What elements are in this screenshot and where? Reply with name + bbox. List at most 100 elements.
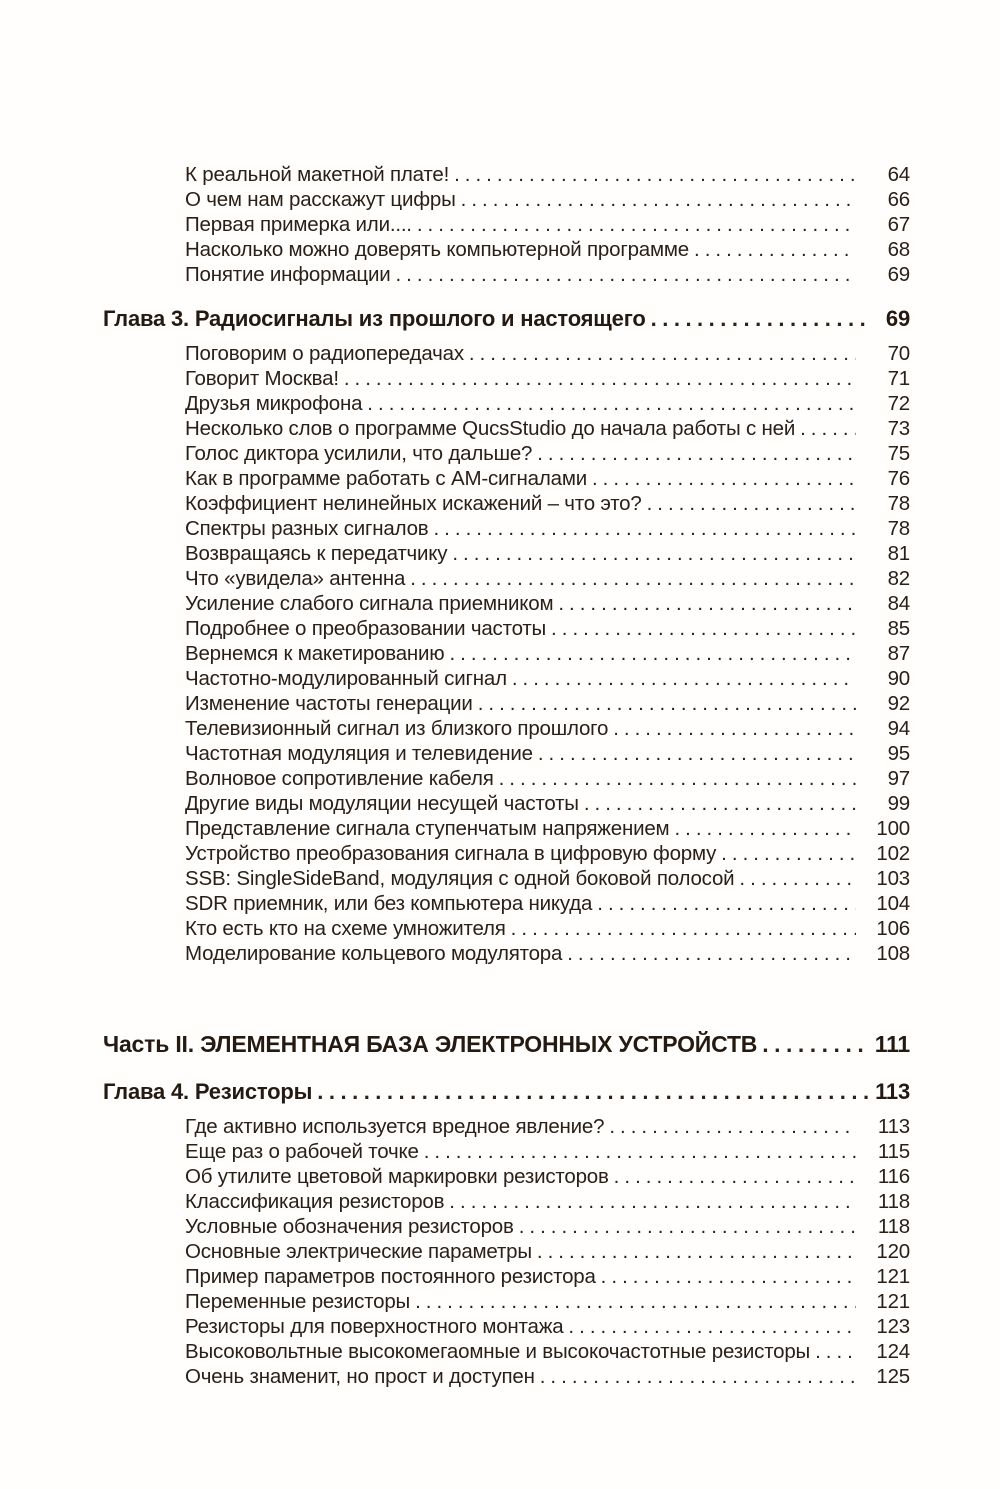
entry-title: Усиление слабого сигнала приемником [185, 592, 554, 615]
dot-leader: ........................................… [646, 492, 856, 515]
dot-leader: ........................................… [721, 842, 856, 865]
dot-leader: ........................................… [600, 1265, 856, 1288]
toc-entry: Телевизионный сигнал из близкого прошлог… [103, 716, 910, 741]
page-number: 78 [887, 492, 911, 515]
toc-section: Глава 4. Резисторы......................… [103, 1077, 910, 1389]
entry-title: Волновое сопротивление кабеля [185, 767, 494, 790]
dot-leader: ........................................… [367, 392, 856, 415]
page-number: 81 [887, 542, 911, 565]
entry-title: О чем нам расскажут цифры [185, 188, 456, 211]
toc-entry: Коэффициент нелинейных искажений – что э… [103, 491, 910, 516]
entry-title: Об утилите цветовой маркировки резисторо… [185, 1165, 609, 1188]
entry-title: Переменные резисторы [185, 1290, 411, 1313]
toc-chapter-heading: Глава 3. Радиосигналы из прошлого и наст… [103, 304, 910, 334]
toc-entry: Частотная модуляция и телевидение.......… [103, 741, 910, 766]
dot-leader: ........................................… [410, 567, 856, 590]
toc-part-heading: Часть II. ЭЛЕМЕНТНАЯ БАЗА ЭЛЕКТРОННЫХ УС… [103, 1028, 910, 1060]
toc-entry: Первая примерка или.....................… [103, 212, 910, 237]
dot-leader: ........................................… [449, 642, 856, 665]
page-number: 111 [874, 1031, 910, 1057]
toc-entry: Понятие информации......................… [103, 262, 910, 287]
dot-leader: ........................................… [815, 1340, 856, 1363]
entry-title: Поговорим о радиопередачах [185, 342, 464, 365]
dot-leader: ........................................… [536, 1240, 856, 1263]
page-number: 64 [887, 163, 911, 186]
dot-leader: ........................................… [694, 238, 856, 261]
toc-entry: Частотно-модулированный сигнал..........… [103, 666, 910, 691]
toc-entry: Об утилите цветовой маркировки резисторо… [103, 1164, 910, 1189]
toc-entry: SSB: SingleSideBand, модуляция с одной б… [103, 866, 910, 891]
dot-leader: ........................................… [395, 263, 856, 286]
table-of-contents: К реальной макетной плате!..............… [103, 162, 910, 1389]
page-number: 115 [877, 1140, 910, 1163]
toc-section: Глава 3. Радиосигналы из прошлого и наст… [103, 304, 910, 966]
toc-entry: Изменение частоты генерации.............… [103, 691, 910, 716]
entry-title: Моделирование кольцевого модулятора [185, 942, 563, 965]
page-number: 118 [877, 1190, 910, 1213]
toc-entry: Классификация резисторов................… [103, 1189, 910, 1214]
page-number: 106 [876, 917, 910, 940]
entry-title: Как в программе работать с АМ-сигналами [185, 467, 587, 490]
toc-entry: Условные обозначения резисторов.........… [103, 1214, 910, 1239]
entry-title: Телевизионный сигнал из близкого прошлог… [185, 717, 609, 740]
entry-title: Классификация резисторов [185, 1190, 445, 1213]
toc-entry: Усиление слабого сигнала приемником.....… [103, 591, 910, 616]
entry-title: SDR приемник, или без компьютера никуда [185, 892, 593, 915]
dot-leader: ........................................… [423, 1140, 856, 1163]
page-number: 70 [887, 342, 911, 365]
page-number: 69 [887, 263, 911, 286]
entry-title: Изменение частоты генерации [185, 692, 473, 715]
dot-leader: ........................................… [613, 717, 856, 740]
toc-entry: Подробнее о преобразовании частоты......… [103, 616, 910, 641]
dot-leader: ........................................… [613, 1165, 856, 1188]
toc-entry: Резисторы для поверхностного монтажа....… [103, 1314, 910, 1339]
entry-title: Голос диктора усилили, что дальше? [185, 442, 533, 465]
page-number: 72 [887, 392, 911, 415]
page-number: 87 [887, 642, 911, 665]
entry-title: Коэффициент нелинейных искажений – что э… [185, 492, 642, 515]
page-number: 78 [887, 517, 911, 540]
entry-title: Понятие информации [185, 263, 391, 286]
page-number: 113 [875, 1079, 910, 1104]
dot-leader: ........................................… [518, 1215, 856, 1238]
page-number: 94 [887, 717, 911, 740]
page-number: 82 [887, 567, 911, 590]
entry-title: Представление сигнала ступенчатым напряж… [185, 817, 670, 840]
dot-leader: ........................................… [650, 306, 868, 331]
toc-entry: Пример параметров постоянного резистора.… [103, 1264, 910, 1289]
page-number: 124 [876, 1340, 910, 1363]
heading-title: Часть II. ЭЛЕМЕНТНАЯ БАЗА ЭЛЕКТРОННЫХ УС… [103, 1031, 758, 1057]
entry-title: Несколько слов о программе QucsStudio до… [185, 417, 796, 440]
page-number: 66 [887, 188, 911, 211]
toc-entry: Переменные резисторы....................… [103, 1289, 910, 1314]
dot-leader: ........................................… [551, 617, 856, 640]
toc-entry: Моделирование кольцевого модулятора.....… [103, 941, 910, 966]
toc-entry: Несколько слов о программе QucsStudio до… [103, 416, 910, 441]
page-number: 120 [876, 1240, 910, 1263]
page-number: 90 [887, 667, 911, 690]
entry-title: SSB: SingleSideBand, модуляция с одной б… [185, 867, 735, 890]
toc-entry: Говорит Москва!.........................… [103, 366, 910, 391]
toc-entry: Насколько можно доверять компьютерной пр… [103, 237, 910, 262]
page-number: 76 [887, 467, 911, 490]
page-number: 99 [887, 792, 911, 815]
page-number: 118 [877, 1215, 910, 1238]
page-number: 113 [877, 1115, 910, 1138]
dot-leader: ........................................… [537, 442, 856, 465]
page-number: 67 [887, 213, 911, 236]
dot-leader: ........................................… [739, 867, 856, 890]
entry-title: Частотно-модулированный сигнал [185, 667, 507, 690]
page-number: 100 [876, 817, 910, 840]
dot-leader: ........................................… [567, 942, 856, 965]
page-number: 71 [887, 367, 911, 390]
dot-leader: ........................................… [449, 1190, 856, 1213]
dot-leader: ........................................… [583, 792, 856, 815]
toc-entry: Возвращаясь к передатчику...............… [103, 541, 910, 566]
entry-title: Резисторы для поверхностного монтажа [185, 1315, 564, 1338]
page-number: 123 [876, 1315, 910, 1338]
page-number: 121 [876, 1290, 910, 1313]
toc-entry: Высоковольтные высокомегаомные и высокоч… [103, 1339, 910, 1364]
page-number: 69 [885, 306, 910, 331]
entry-title: Пример параметров постоянного резистора [185, 1265, 596, 1288]
dot-leader: ........................................… [558, 592, 856, 615]
